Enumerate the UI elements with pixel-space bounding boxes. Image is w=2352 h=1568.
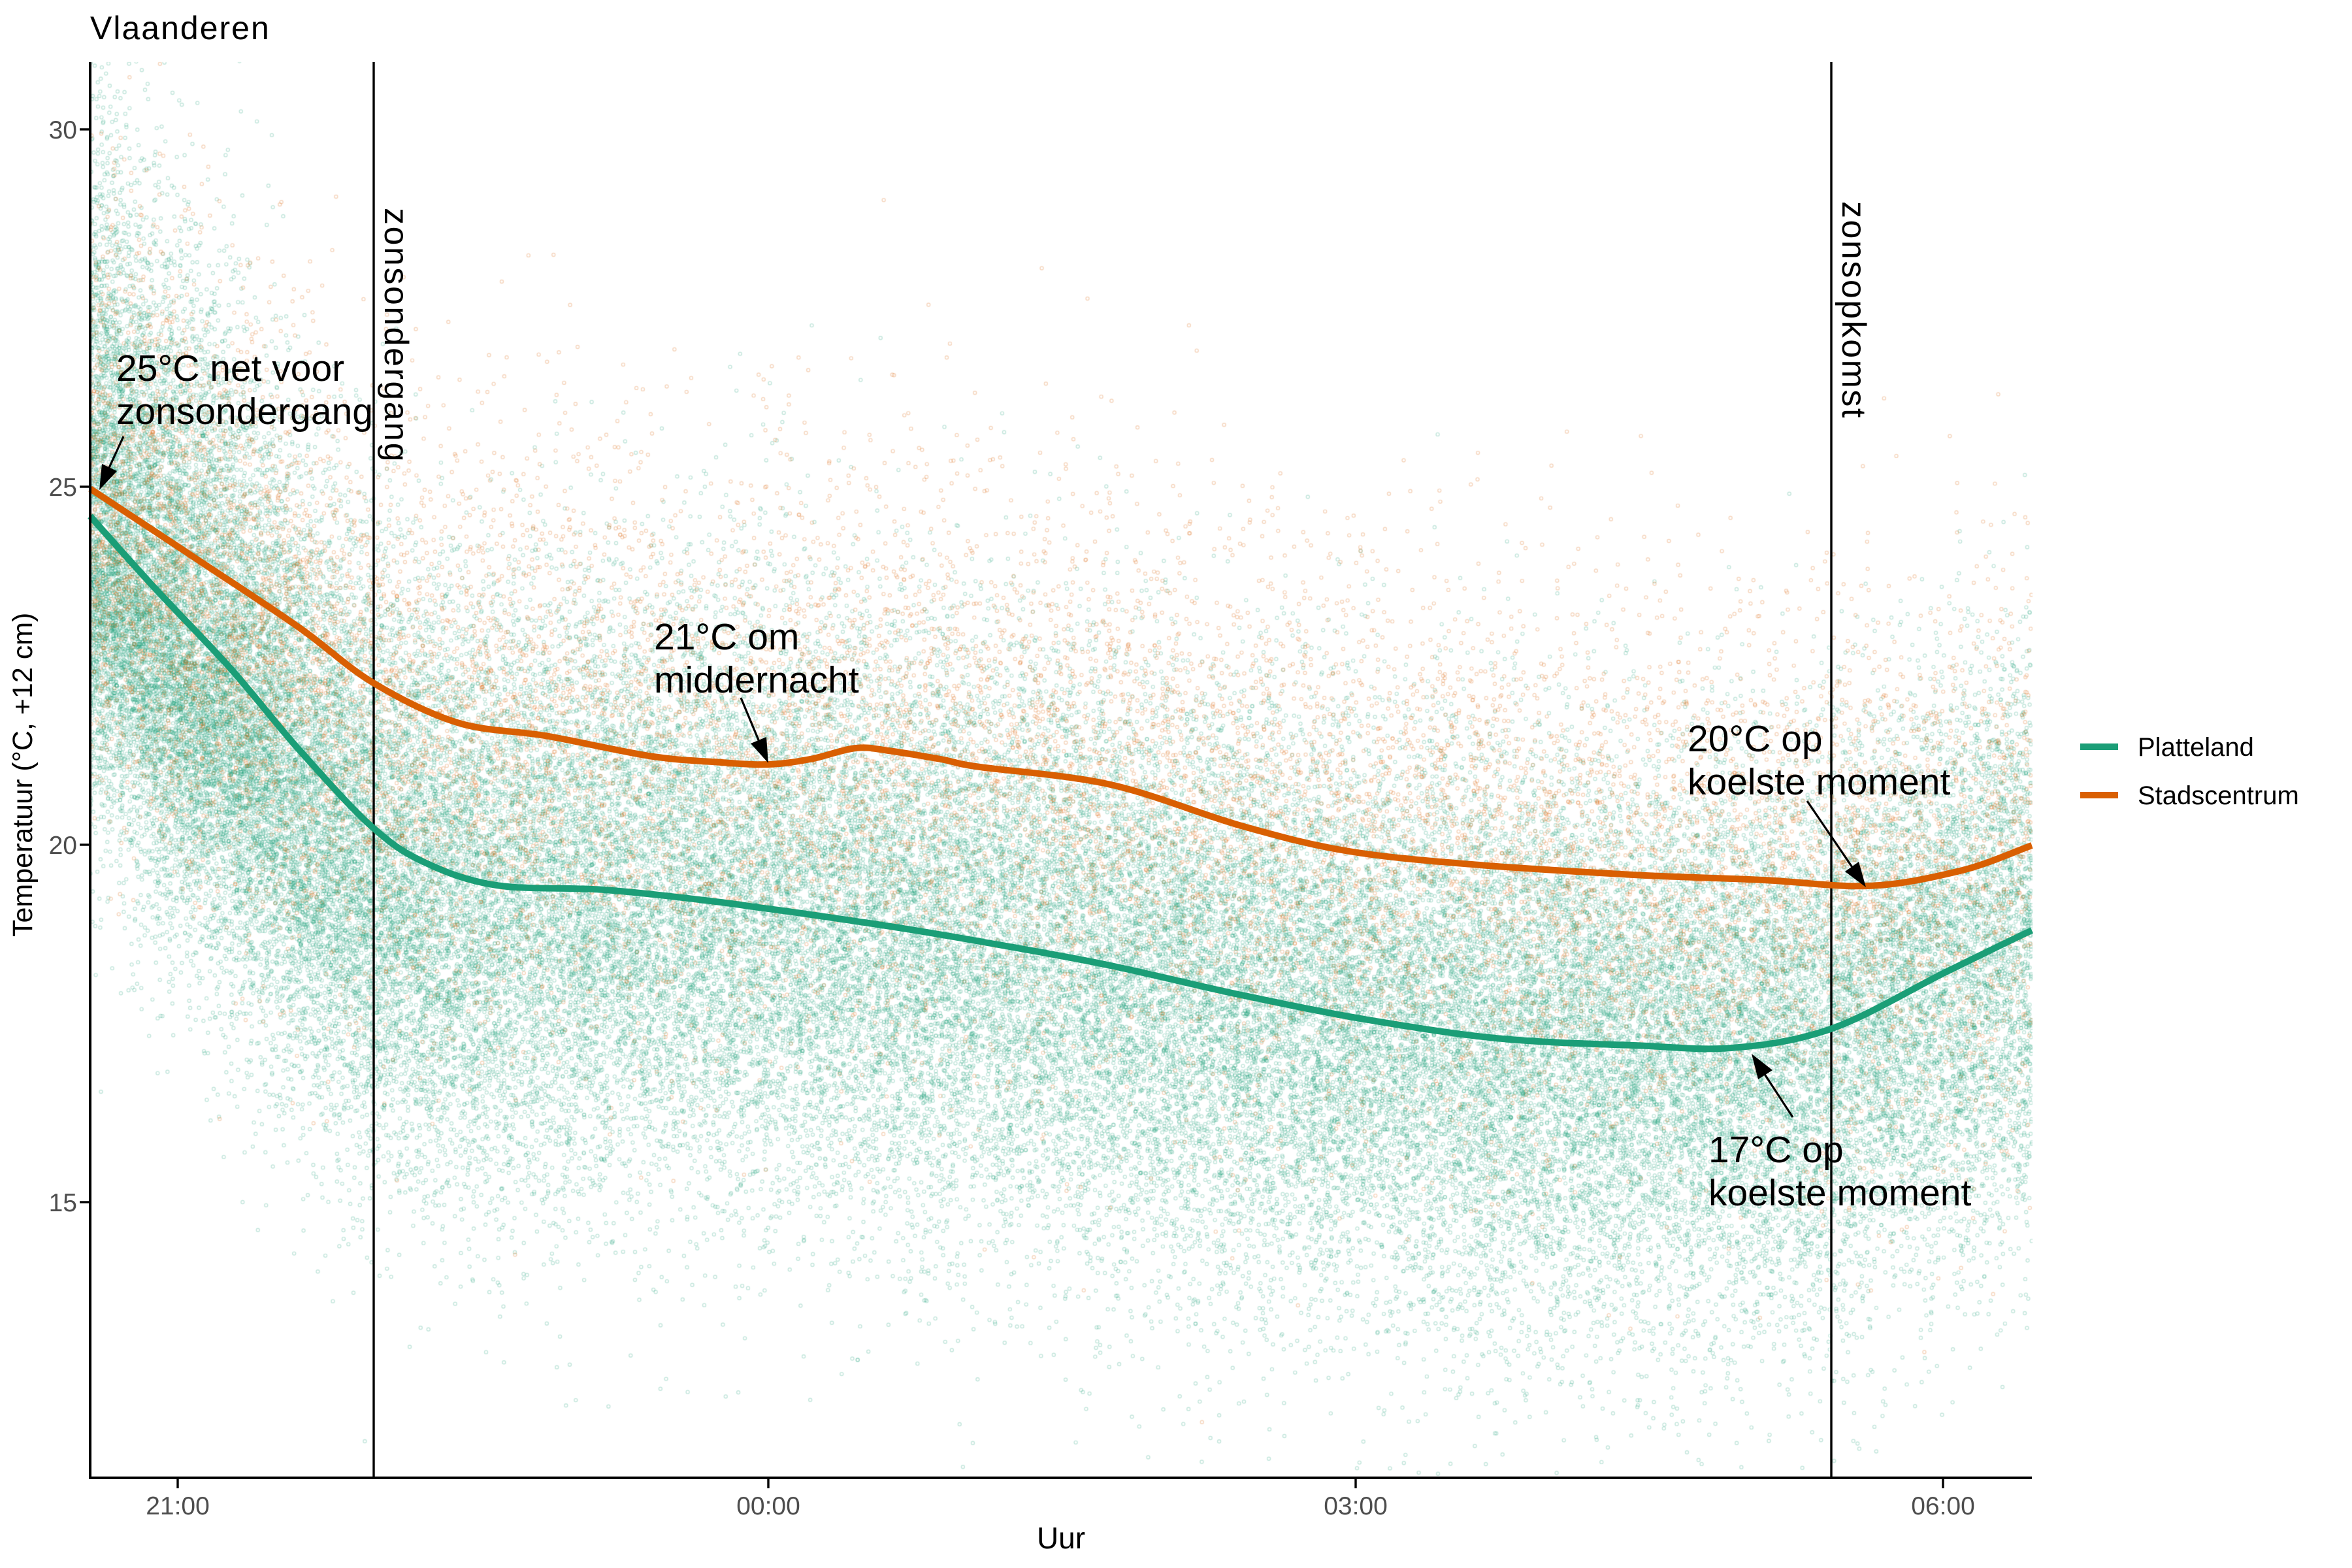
svg-text:Stadscentrum: Stadscentrum (2138, 781, 2299, 810)
svg-text:20: 20 (49, 832, 77, 860)
svg-text:25: 25 (49, 474, 77, 502)
svg-text:00:00: 00:00 (736, 1492, 800, 1520)
svg-text:Temperatuur (°C, +12 cm): Temperatuur (°C, +12 cm) (7, 613, 39, 937)
svg-text:30: 30 (49, 116, 77, 144)
svg-text:zonsondergang: zonsondergang (116, 391, 373, 433)
svg-text:Platteland: Platteland (2138, 733, 2254, 762)
svg-text:15: 15 (49, 1189, 77, 1217)
svg-text:20°C op: 20°C op (1688, 718, 1823, 760)
svg-text:25°C net voor: 25°C net voor (116, 348, 344, 389)
svg-text:koelste moment: koelste moment (1708, 1172, 1972, 1214)
svg-text:17°C op: 17°C op (1708, 1129, 1844, 1171)
svg-text:Uur: Uur (1037, 1521, 1085, 1555)
svg-text:zonsondergang: zonsondergang (377, 208, 415, 463)
svg-text:21:00: 21:00 (146, 1492, 210, 1520)
svg-text:middernacht: middernacht (654, 659, 859, 701)
svg-text:06:00: 06:00 (1911, 1492, 1975, 1520)
svg-text:Vlaanderen: Vlaanderen (90, 10, 270, 46)
svg-text:koelste moment: koelste moment (1688, 761, 1951, 803)
svg-text:21°C om: 21°C om (654, 616, 799, 658)
svg-text:03:00: 03:00 (1324, 1492, 1388, 1520)
svg-text:zonsopkomst: zonsopkomst (1835, 201, 1872, 419)
